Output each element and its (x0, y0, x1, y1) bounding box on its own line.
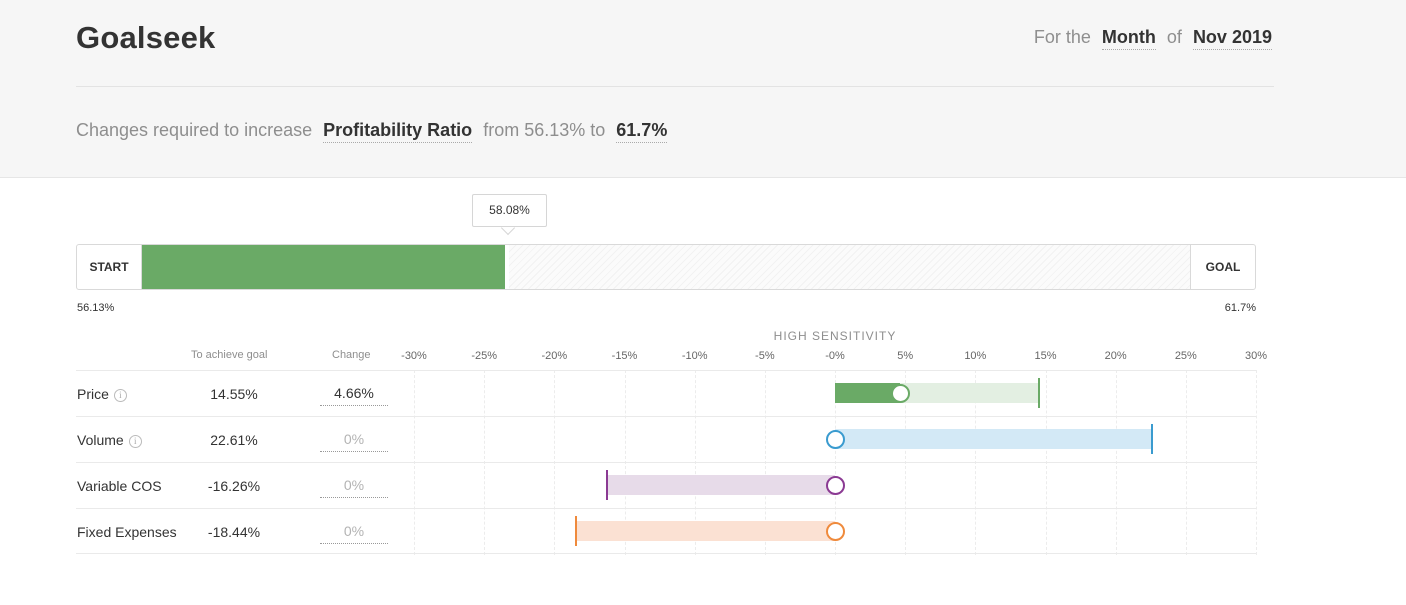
sensitivity-row: Volume i 22.61% 0% (76, 416, 1256, 462)
goal-progress-bar: START GOAL (76, 244, 1256, 290)
goal-range-bar (606, 475, 835, 495)
row-label-text: Price (77, 386, 109, 402)
current-value-tooltip: 58.08% (472, 194, 547, 227)
goal-range-bar (576, 521, 835, 541)
slider-handle[interactable] (825, 429, 845, 449)
slider-handle[interactable] (825, 521, 845, 541)
progress-track (142, 245, 1190, 289)
goal-label: GOAL (1190, 245, 1255, 289)
period-value-dropdown[interactable]: Nov 2019 (1192, 27, 1272, 50)
info-icon[interactable]: i (113, 389, 127, 402)
row-label-text: Volume (77, 432, 124, 448)
change-input[interactable]: 0% (320, 518, 388, 544)
goal-value-cell: 14.55% (210, 386, 258, 402)
slider-handle[interactable] (825, 475, 845, 495)
metric-dropdown[interactable]: Profitability Ratio (323, 120, 473, 143)
row-label: Fixed Expenses (77, 524, 177, 540)
axis-tick-label: -0% (825, 350, 845, 362)
row-label: Variable COS (77, 478, 162, 494)
changes-sentence: Changes required to increase Profitabili… (76, 120, 673, 143)
goal-range-bar (835, 429, 1153, 449)
start-value: 56.13% (77, 302, 115, 314)
axis-tick-label: 30% (1244, 350, 1268, 362)
axis-tick-label: 5% (897, 350, 914, 362)
page-title: Goalseek (76, 20, 216, 55)
changes-prefix: Changes required to increase (76, 120, 313, 140)
sensitivity-row: Variable COS -16.26% 0% (76, 462, 1256, 508)
change-input[interactable]: 0% (320, 472, 388, 498)
goal-value-cell: -16.26% (207, 478, 261, 494)
axis-tick-label: -30% (401, 350, 427, 362)
column-header-change: Change (332, 349, 371, 361)
goal-value: 61.7% (1224, 302, 1256, 314)
header-divider (76, 86, 1274, 87)
goal-marker (1038, 378, 1041, 408)
goal-value-cell: -18.44% (207, 524, 261, 540)
from-text: from 56.13% to (483, 120, 606, 140)
axis-tick-label: 10% (964, 350, 987, 362)
change-input[interactable]: 0% (320, 426, 388, 452)
sensitivity-title: HIGH SENSITIVITY (773, 329, 897, 343)
row-label: Price i (77, 386, 127, 402)
sensitivity-row: Price i 14.55% 4.66% (76, 370, 1256, 416)
row-label-text: Variable COS (77, 478, 162, 494)
axis-tick-label: 20% (1104, 350, 1127, 362)
for-the-label: For the (1033, 27, 1091, 47)
axis-tick-label: -10% (681, 350, 708, 362)
slider-handle[interactable] (890, 383, 910, 403)
change-fill-bar (835, 383, 901, 403)
info-icon[interactable]: i (128, 435, 142, 448)
axis-tick-label: 25% (1174, 350, 1197, 362)
column-header-goal: To achieve goal (191, 349, 268, 361)
start-label: START (77, 245, 142, 289)
target-input[interactable]: 61.7% (616, 120, 668, 143)
period-selector: For the Month of Nov 2019 (1033, 27, 1272, 50)
axis-tick-label: 15% (1034, 350, 1057, 362)
row-label: Volume i (77, 432, 142, 448)
goal-marker (605, 470, 608, 500)
axis-tick-label: -20% (541, 350, 568, 362)
row-label-text: Fixed Expenses (77, 524, 177, 540)
axis-ticks: -30% -25% -20% -15% -10% -5% -0% 5% 10% 15% 20% 25%… (0, 350, 1406, 366)
sensitivity-row: Fixed Expenses -18.44% 0% (76, 508, 1256, 554)
axis-tick-label: -5% (755, 350, 775, 362)
header-panel: Goalseek For the Month of Nov 2019 Chang… (0, 0, 1406, 178)
grid-line (1256, 370, 1257, 555)
progress-fill (142, 245, 509, 289)
change-input[interactable]: 4.66% (320, 380, 388, 406)
period-type-dropdown[interactable]: Month (1101, 27, 1156, 50)
goal-marker (1151, 424, 1154, 454)
goal-value-cell: 22.61% (210, 432, 258, 448)
of-label: of (1166, 27, 1182, 47)
axis-tick-label: -15% (611, 350, 638, 362)
axis-tick-label: -25% (471, 350, 497, 362)
goal-marker (575, 516, 578, 546)
